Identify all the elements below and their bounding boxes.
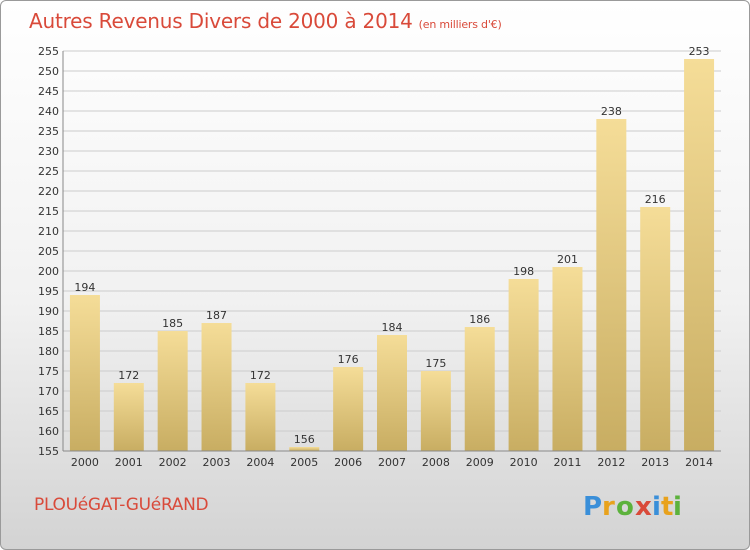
x-tick-label: 2012 [597,456,625,469]
y-tick-label: 190 [38,305,59,318]
data-label: 172 [118,369,139,382]
chart-title-text: Autres Revenus Divers de 2000 à 2014 [29,9,413,33]
svg-text:P: P [583,492,602,522]
x-tick-label: 2011 [553,456,581,469]
svg-text:x: x [635,492,652,522]
svg-text:t: t [661,492,673,522]
bar [508,279,539,451]
bar [596,119,627,451]
x-tick-label: 2014 [685,456,713,469]
data-label: 185 [162,317,183,330]
y-tick-label: 170 [38,385,59,398]
y-tick-label: 250 [38,65,59,78]
y-tick-label: 210 [38,225,59,238]
axes: 155 160 165 170 175 180 185 190 195 200 205 210 215 2… [38,45,721,469]
x-tick-label: 2007 [378,456,406,469]
y-tick-label: 180 [38,345,59,358]
x-tick-label: 2005 [290,456,318,469]
data-label: 198 [513,265,534,278]
chart-title: Autres Revenus Divers de 2000 à 2014 (en … [29,9,502,33]
x-tick-label: 2008 [422,456,450,469]
bar [464,327,495,451]
x-tick-label: 2001 [115,456,143,469]
y-tick-label: 240 [38,105,59,118]
data-label: 216 [645,193,666,206]
y-tick-label: 255 [38,45,59,58]
y-tick-label: 160 [38,425,59,438]
y-tick-label: 215 [38,205,59,218]
data-label: 175 [425,357,446,370]
x-tick-label: 2006 [334,456,362,469]
svg-text:o: o [616,492,634,522]
y-tick-label: 205 [38,245,59,258]
bar-chart: 194 172 185 187 172 156 176 184 175 186 198 201 238 2… [38,45,721,469]
y-tick-label: 225 [38,165,59,178]
data-label: 184 [382,321,403,334]
bar [289,447,320,451]
data-label: 201 [557,253,578,266]
x-tick-label: 2009 [466,456,494,469]
data-labels: 194 172 185 187 172 156 176 184 175 186 198 201 238 2… [74,45,709,446]
data-label: 172 [250,369,271,382]
data-label: 238 [601,105,622,118]
y-tick-label: 245 [38,85,59,98]
data-label: 194 [74,281,95,294]
data-label: 156 [294,433,315,446]
bar [157,331,188,451]
data-label: 253 [689,45,710,58]
y-tick-label: 235 [38,125,59,138]
data-label: 187 [206,309,227,322]
svg-text:i: i [673,492,682,522]
y-tick-label: 230 [38,145,59,158]
y-tick-label: 195 [38,285,59,298]
x-tick-label: 2003 [203,456,231,469]
bar [333,367,364,451]
proxiti-logo: P r o x i t i [583,492,682,522]
svg-text:i: i [652,492,661,522]
x-tick-label: 2010 [510,456,538,469]
y-tick-label: 200 [38,265,59,278]
bar [245,383,276,451]
data-label: 176 [338,353,359,366]
data-label: 186 [469,313,490,326]
y-tick-label: 175 [38,365,59,378]
bar [201,323,232,451]
bar [113,383,144,451]
bar [420,371,451,451]
y-tick-label: 155 [38,445,59,458]
x-tick-label: 2004 [246,456,274,469]
bars [69,59,715,451]
y-tick-label: 185 [38,325,59,338]
x-tick-label: 2002 [159,456,187,469]
bar [69,295,100,451]
y-tick-label: 165 [38,405,59,418]
bar [640,207,671,451]
chart-subtitle: (en milliers d'€) [418,18,502,31]
svg-text:r: r [602,492,615,522]
x-tick-label: 2000 [71,456,99,469]
x-tick-label: 2013 [641,456,669,469]
bar [684,59,715,451]
y-tick-label: 220 [38,185,59,198]
bar [377,335,407,451]
bar [552,267,583,451]
city-name: PLOUéGAT-GUéRAND [34,495,209,515]
